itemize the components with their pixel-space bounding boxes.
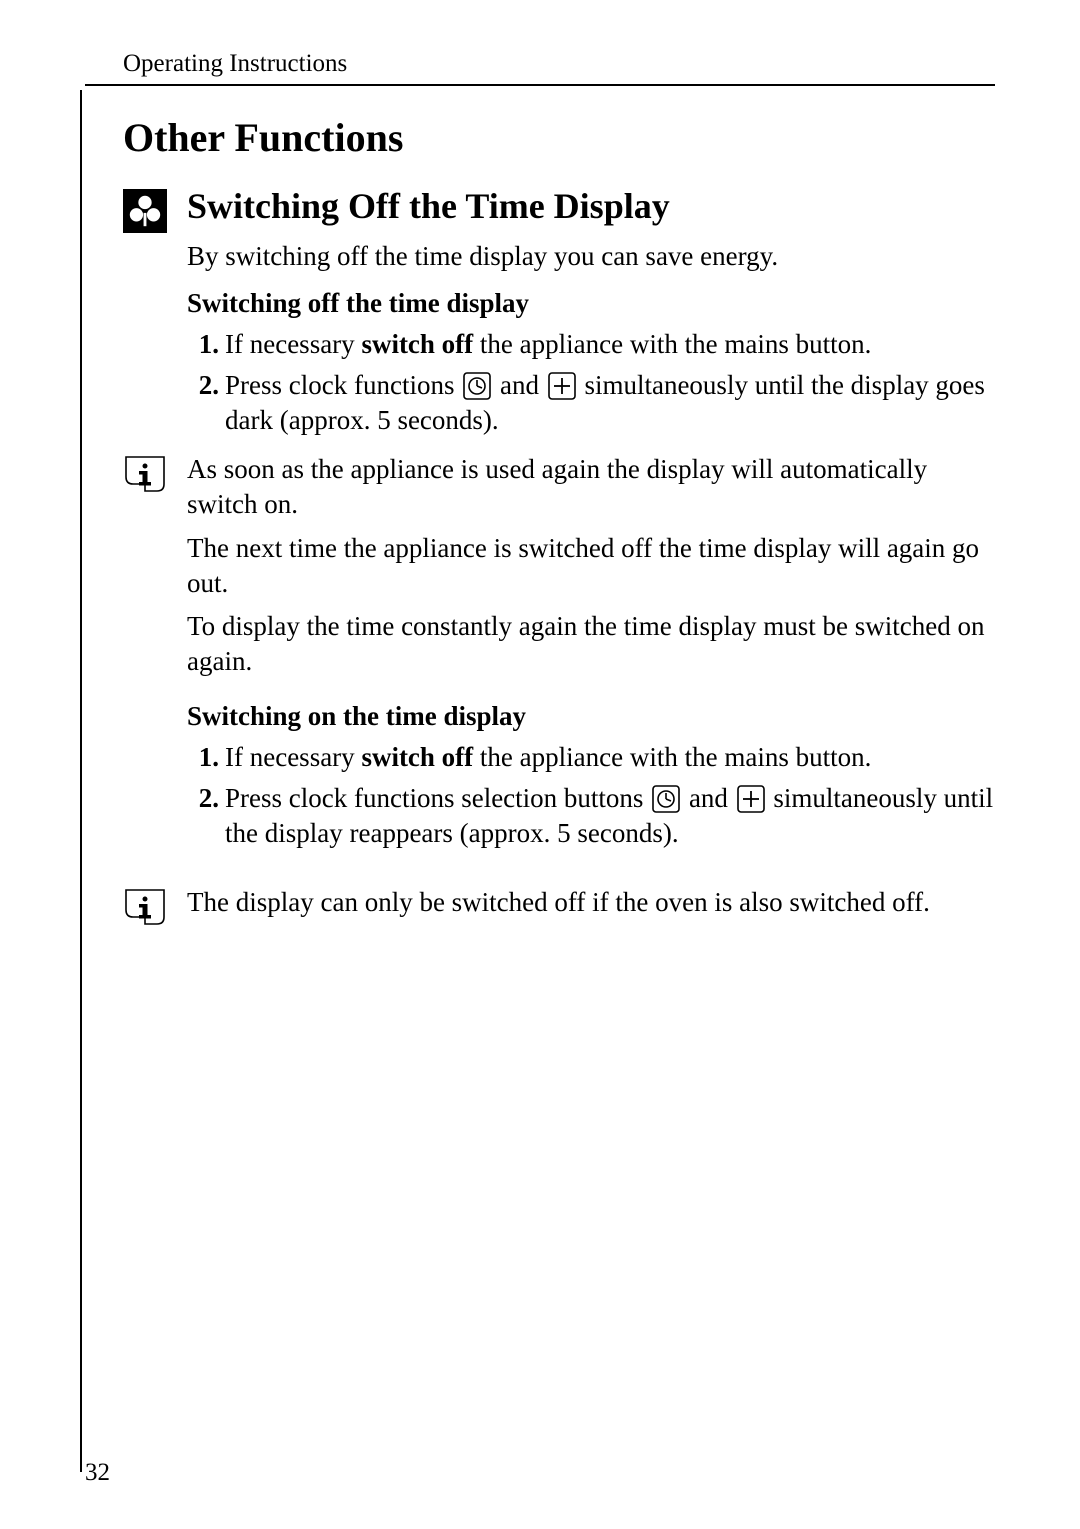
plus-button-icon — [548, 372, 576, 400]
clock-button-icon — [463, 372, 491, 400]
list-item: 1. If necessary switch off the appliance… — [187, 740, 995, 775]
info-icon — [123, 887, 167, 927]
step-text: If necessary — [225, 329, 361, 359]
info-text: As soon as the appliance is used again t… — [187, 452, 995, 522]
clock-button-icon — [652, 785, 680, 813]
step-text: Press clock functions selection buttons — [225, 783, 650, 813]
step-number: 2. — [187, 781, 219, 851]
step-number: 2. — [187, 368, 219, 438]
info-text: To display the time constantly again the… — [187, 609, 995, 679]
step-bold: switch off — [361, 742, 473, 772]
clover-icon — [123, 189, 167, 233]
left-margin-rule — [80, 90, 82, 1472]
step-text: and — [682, 783, 734, 813]
step-text: the appliance with the mains button. — [473, 742, 871, 772]
step-text: the appliance with the mains button. — [473, 329, 871, 359]
step-bold: switch off — [361, 329, 473, 359]
subhead-off: Switching off the time display — [187, 288, 995, 319]
list-item: 2. Press clock functions selection butto… — [187, 781, 995, 851]
header-rule — [85, 84, 995, 86]
step-text: If necessary — [225, 742, 361, 772]
page-title: Other Functions — [123, 114, 995, 161]
step-text: and — [493, 370, 545, 400]
info-text: The display can only be switched off if … — [187, 885, 995, 920]
list-item: 2. Press clock functions and simultaneou… — [187, 368, 995, 438]
subhead-on: Switching on the time display — [187, 701, 995, 732]
step-number: 1. — [187, 327, 219, 362]
section-intro: By switching off the time display you ca… — [187, 239, 995, 274]
step-text: Press clock functions — [225, 370, 461, 400]
list-item: 1. If necessary switch off the appliance… — [187, 327, 995, 362]
step-number: 1. — [187, 740, 219, 775]
section-heading: Switching Off the Time Display — [187, 185, 670, 228]
plus-button-icon — [737, 785, 765, 813]
info-text: The next time the appliance is switched … — [187, 531, 995, 601]
running-header: Operating Instructions — [123, 50, 347, 78]
page-number: 32 — [85, 1459, 110, 1487]
info-icon — [123, 454, 167, 494]
